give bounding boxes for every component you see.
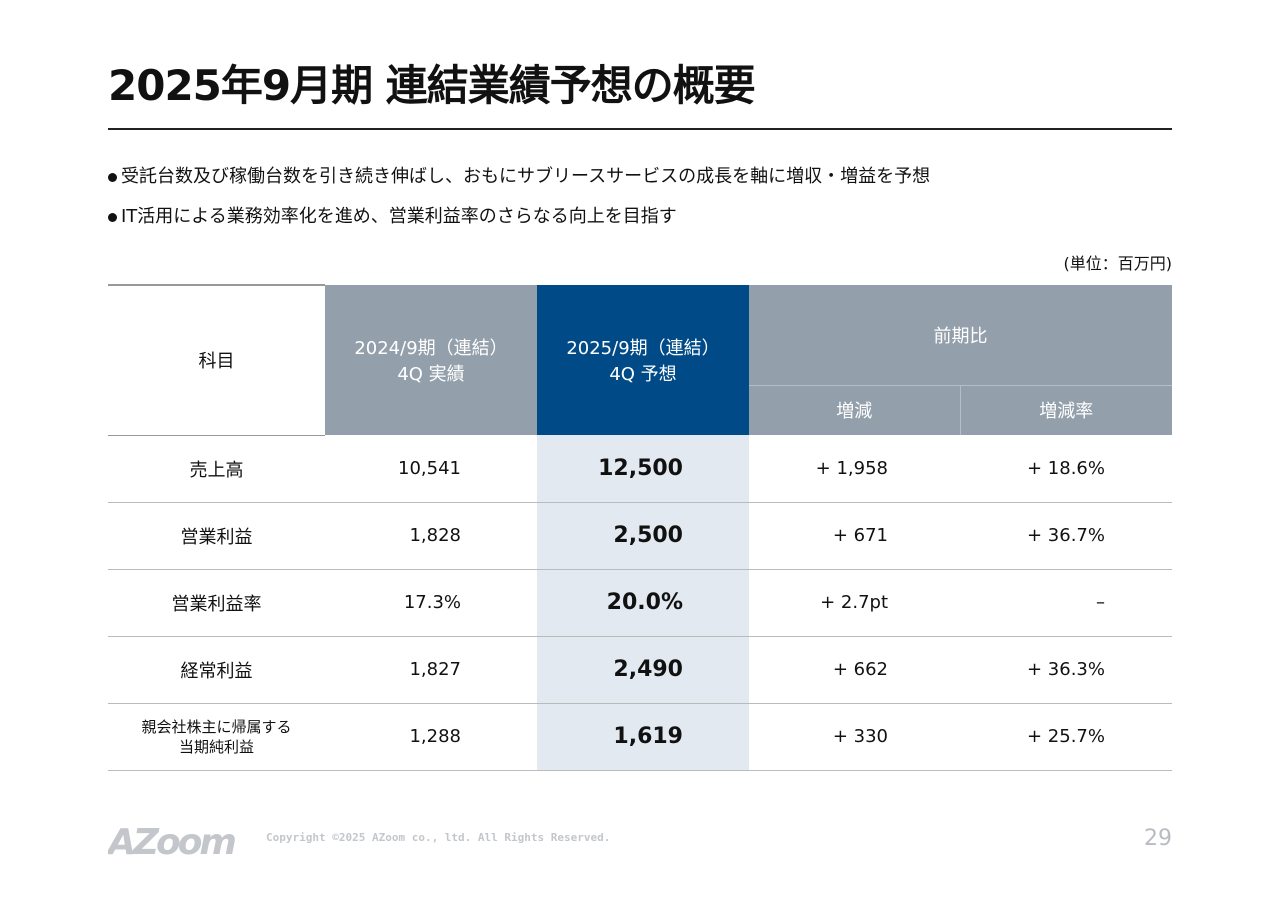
prior-value: 10,541: [325, 435, 537, 503]
forecast-value: 2,490: [537, 636, 749, 704]
row-item-line2: 当期純利益: [178, 737, 254, 756]
table-row: 親会社株主に帰属する 当期純利益 1,288 1,619 + 330 + 25.7…: [108, 703, 1172, 771]
change-rate-value: + 25.7%: [960, 703, 1172, 771]
page-number: 29: [1144, 826, 1172, 851]
row-item-line1: 親会社株主に帰属する: [141, 717, 292, 736]
row-item: 親会社株主に帰属する 当期純利益: [108, 703, 325, 771]
row-item: 経常利益: [108, 636, 325, 704]
prior-value: 1,827: [325, 636, 537, 704]
header-change: 増減: [749, 385, 961, 435]
change-rate-value: + 36.3%: [960, 636, 1172, 704]
row-item-text: 売上高: [189, 459, 244, 481]
header-item: 科目: [108, 284, 325, 436]
change-rate-value: –: [960, 569, 1172, 637]
row-item-text: 経常利益: [180, 660, 253, 682]
table-row: 経常利益 1,827 2,490 + 662 + 36.3%: [108, 636, 1172, 704]
header-forecast-line1: 2025/9期（連結）: [566, 338, 720, 359]
row-item: 営業利益: [108, 502, 325, 570]
forecast-value: 20.0%: [537, 569, 749, 637]
header-forecast: 2025/9期（連結） 4Q 予想: [537, 285, 749, 435]
prior-value: 1,288: [325, 703, 537, 771]
title-divider: [108, 128, 1172, 130]
table-row: 営業利益 1,828 2,500 + 671 + 36.7%: [108, 502, 1172, 570]
bullet-text: 受託台数及び稼働台数を引き続き伸ばし、おもにサブリースサービスの成長を軸に増収・…: [121, 166, 931, 187]
header-forecast-line2: 4Q 予想: [609, 364, 677, 385]
forecast-value: 12,500: [537, 435, 749, 503]
unit-label: (単位：百万円): [1063, 254, 1173, 273]
change-value: + 330: [749, 703, 961, 771]
row-item-text: 営業利益: [180, 526, 253, 548]
forecast-table: 科目 2024/9期（連結） 4Q 実績 2025/9期（連結） 4Q 予想 前期比…: [108, 284, 1172, 771]
forecast-value: 1,619: [537, 703, 749, 771]
forecast-value: 2,500: [537, 502, 749, 570]
header-prior-line1: 2024/9期（連結）: [354, 338, 508, 359]
row-item: 営業利益率: [108, 569, 325, 637]
table-row: 営業利益率 17.3% 20.0% + 2.7pt –: [108, 569, 1172, 637]
prior-value: 17.3%: [325, 569, 537, 637]
header-prior-line2: 4Q 実績: [397, 364, 465, 385]
row-item: 売上高: [108, 435, 325, 503]
change-value: + 662: [749, 636, 961, 704]
change-rate-value: + 18.6%: [960, 435, 1172, 503]
change-value: + 1,958: [749, 435, 961, 503]
prior-value: 1,828: [325, 502, 537, 570]
change-value: + 671: [749, 502, 961, 570]
bullet-2: IT活用による業務効率化を進め、営業利益率のさらなる向上を目指す: [108, 202, 677, 228]
header-change-rate: 増減率: [960, 385, 1172, 435]
bullet-text: IT活用による業務効率化を進め、営業利益率のさらなる向上を目指す: [121, 206, 677, 227]
bullet-icon: [108, 172, 117, 182]
header-comparison: 前期比: [749, 285, 1172, 386]
copyright: Copyright ©2025 AZoom co., ltd. All Righ…: [266, 831, 611, 844]
change-rate-value: + 36.7%: [960, 502, 1172, 570]
header-prior: 2024/9期（連結） 4Q 実績: [325, 285, 537, 435]
page-title: 2025年9月期 連結業績予想の概要: [108, 61, 756, 110]
table-row: 売上高 10,541 12,500 + 1,958 + 18.6%: [108, 435, 1172, 503]
row-item-text: 営業利益率: [171, 593, 262, 615]
bullet-1: 受託台数及び稼働台数を引き続き伸ばし、おもにサブリースサービスの成長を軸に増収・…: [108, 162, 930, 188]
svg-text:AZoom: AZoom: [108, 822, 235, 862]
bullet-icon: [108, 212, 117, 222]
azoom-logo: AZoom: [105, 820, 246, 866]
change-value: + 2.7pt: [749, 569, 961, 637]
